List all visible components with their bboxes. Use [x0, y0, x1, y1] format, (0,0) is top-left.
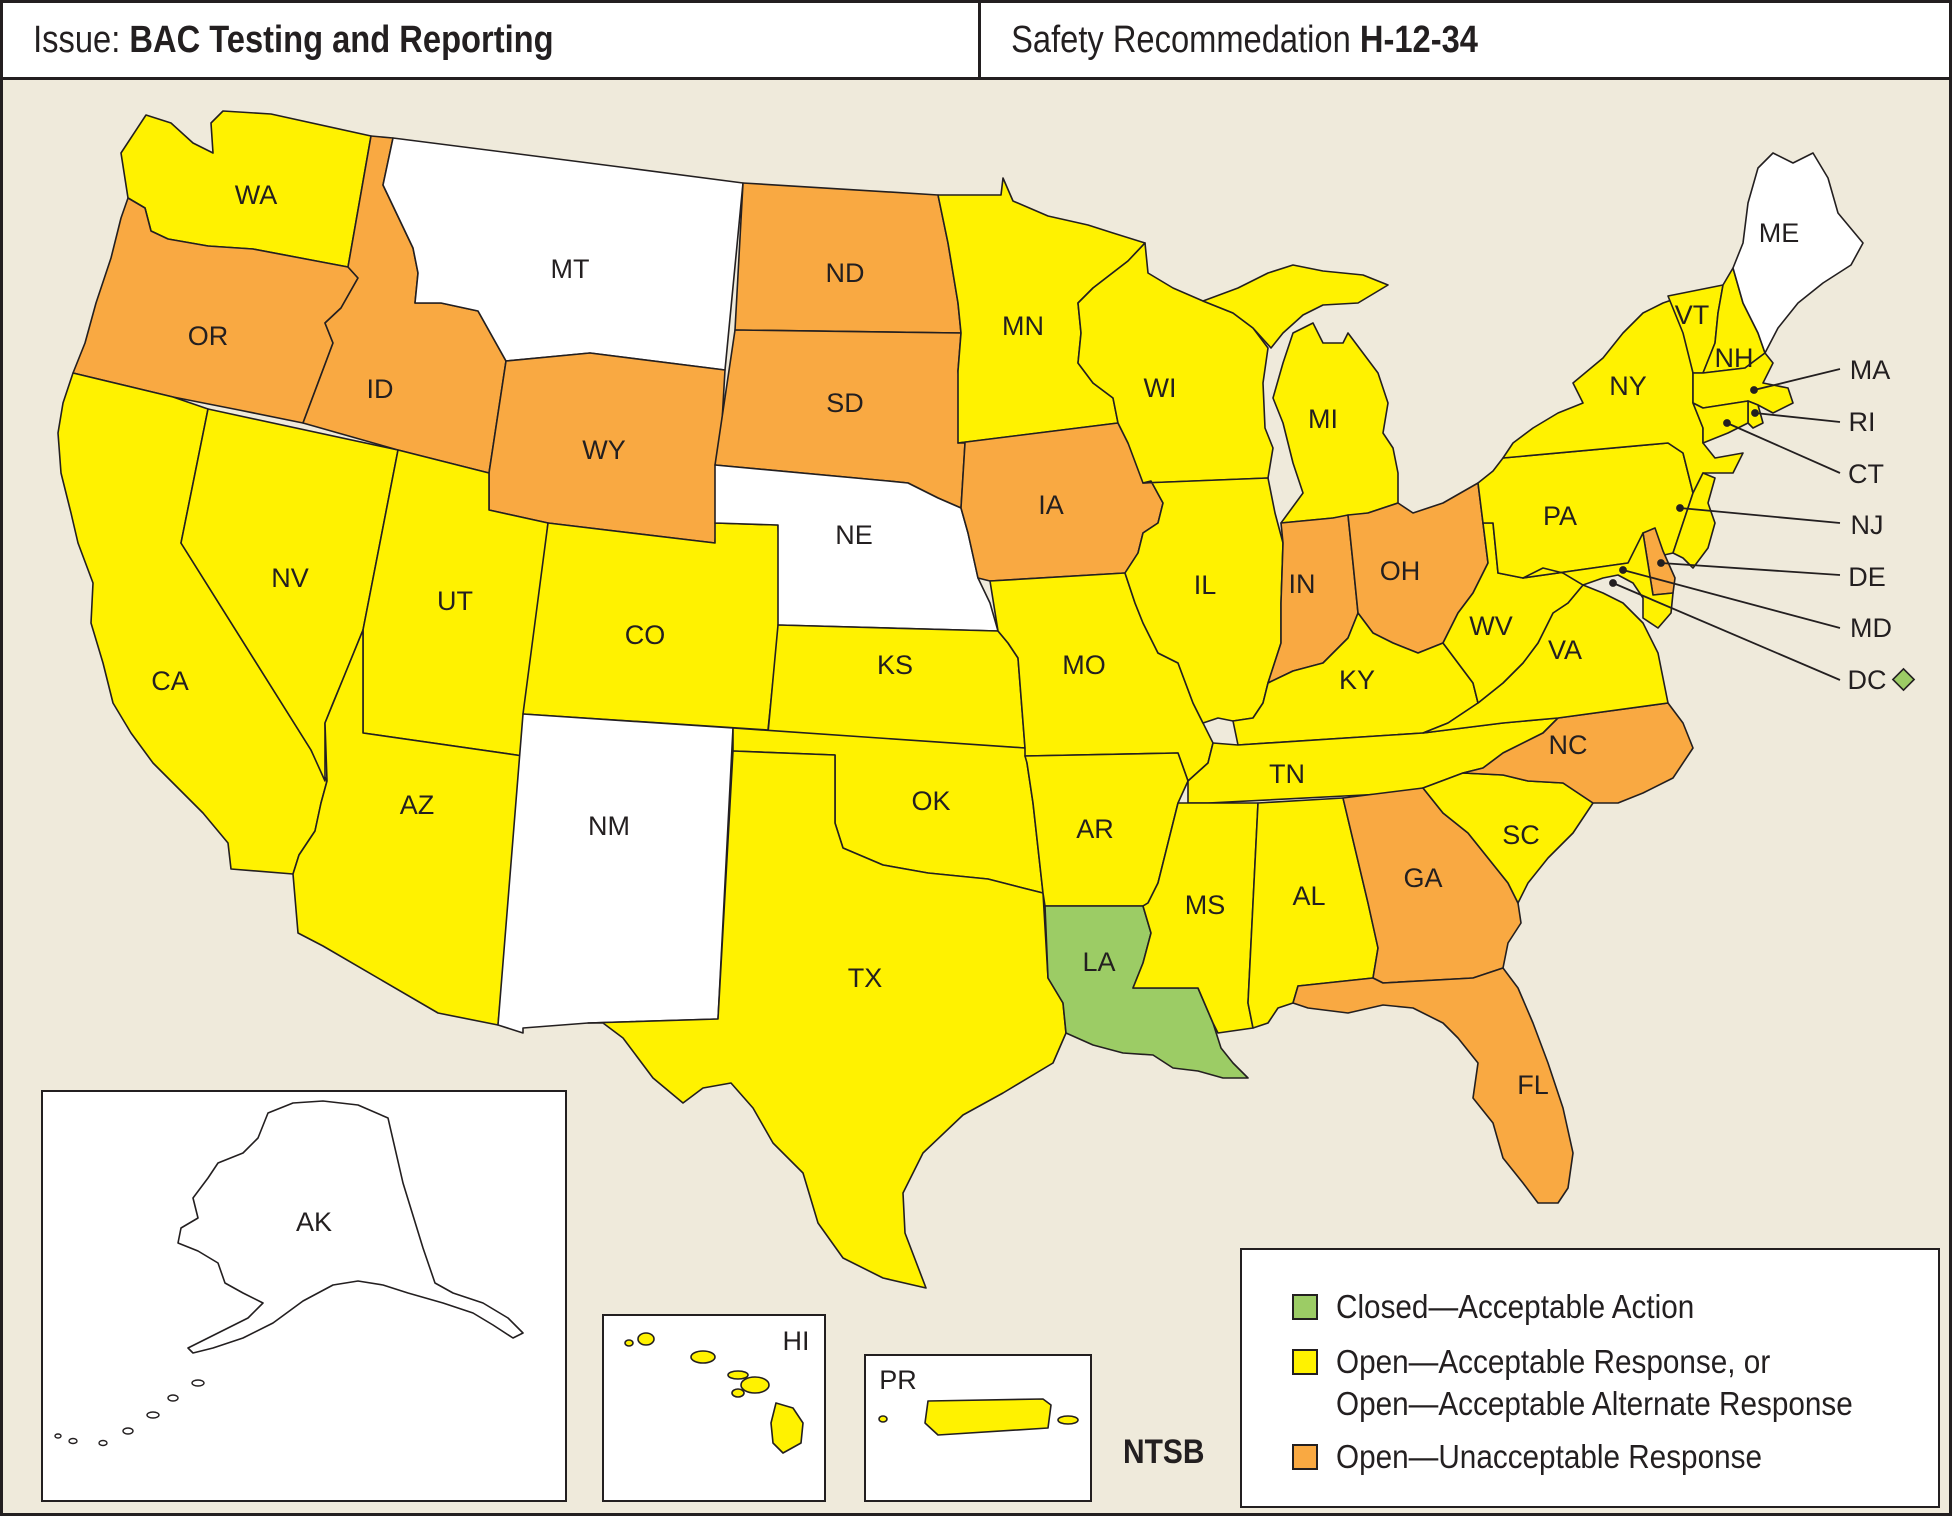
label-il: IL — [1194, 570, 1217, 600]
label-ar: AR — [1076, 814, 1114, 844]
label-in: IN — [1289, 569, 1316, 599]
legend-label-open-acceptable-1: Open—Acceptable Response, or — [1336, 1343, 1771, 1380]
label-vt: VT — [1675, 300, 1710, 330]
state-md[interactable] — [1522, 532, 1674, 629]
recommendation-id: H-12-34 — [1359, 18, 1478, 61]
label-ms: MS — [1185, 890, 1226, 920]
legend-label-open-unacceptable: Open—Unacceptable Response — [1336, 1438, 1762, 1475]
state-nc[interactable] — [1462, 702, 1694, 804]
puerto-rico-inset-frame — [864, 1354, 1092, 1502]
label-nm: NM — [588, 811, 630, 841]
label-mi: MI — [1308, 404, 1338, 434]
legend-swatch-open-acceptable — [1292, 1349, 1318, 1375]
label-ct: CT — [1848, 459, 1884, 489]
callout-lines — [1609, 368, 1841, 681]
legend-item-open-acceptable: Open—Acceptable Response, or Open—Accept… — [1292, 1341, 1910, 1425]
label-ri: RI — [1849, 407, 1876, 437]
label-sc: SC — [1502, 820, 1540, 850]
label-wy: WY — [582, 435, 626, 465]
state-fl[interactable] — [1292, 967, 1574, 1204]
label-id: ID — [367, 374, 394, 404]
state-nm[interactable] — [497, 713, 734, 1034]
states-layer — [57, 110, 1864, 1289]
label-ia: IA — [1038, 490, 1064, 520]
label-ga: GA — [1403, 863, 1442, 893]
issue-cell: Issue: BAC Testing and Reporting — [3, 3, 842, 77]
label-tn: TN — [1269, 759, 1305, 789]
label-nh: NH — [1715, 343, 1754, 373]
label-ne: NE — [835, 520, 873, 550]
legend-label-closed: Closed—Acceptable Action — [1336, 1288, 1695, 1325]
label-ks: KS — [877, 650, 913, 680]
label-or: OR — [188, 321, 229, 351]
label-nv: NV — [271, 563, 309, 593]
label-ak: AK — [296, 1207, 332, 1237]
state-nj[interactable] — [1672, 472, 1716, 569]
issue-prefix: Issue: — [33, 18, 121, 61]
legend: Closed—Acceptable Action Open—Acceptable… — [1240, 1248, 1940, 1508]
legend-swatch-open-unacceptable — [1292, 1444, 1318, 1470]
label-oh: OH — [1380, 556, 1421, 586]
label-al: AL — [1292, 881, 1325, 911]
label-wa: WA — [235, 180, 278, 210]
label-dc: DC — [1848, 665, 1887, 695]
us-state-map: WA OR CA NV ID MT WY UT AZ CO NM ND SD N… — [41, 110, 1916, 1502]
dc-diamond-marker[interactable] — [1891, 667, 1916, 692]
label-nj: NJ — [1851, 510, 1884, 540]
state-ks[interactable] — [767, 624, 1026, 749]
label-va: VA — [1548, 635, 1582, 665]
label-ky: KY — [1339, 665, 1375, 695]
state-labels: WA OR CA NV ID MT WY UT AZ CO NM ND SD N… — [151, 180, 1892, 1395]
label-de: DE — [1848, 562, 1886, 592]
state-pr[interactable] — [878, 1398, 1079, 1436]
legend-item-closed: Closed—Acceptable Action — [1292, 1286, 1734, 1328]
label-sd: SD — [826, 388, 864, 418]
label-pr: PR — [879, 1365, 917, 1395]
label-ny: NY — [1609, 371, 1647, 401]
state-mi[interactable] — [1202, 264, 1399, 524]
legend-item-open-unacceptable: Open—Unacceptable Response — [1292, 1436, 1809, 1478]
state-hi[interactable] — [624, 1332, 804, 1454]
label-mn: MN — [1002, 311, 1044, 341]
ntsb-credit: NTSB — [1123, 1433, 1205, 1471]
label-ut: UT — [437, 586, 473, 616]
label-az: AZ — [400, 790, 435, 820]
header-bar: Issue: BAC Testing and Reporting Safety … — [3, 3, 1949, 80]
label-me: ME — [1759, 218, 1800, 248]
state-mt[interactable] — [382, 137, 744, 371]
label-pa: PA — [1543, 501, 1577, 531]
aleutian-islands — [54, 1379, 205, 1447]
state-me[interactable] — [1732, 152, 1864, 354]
label-ca: CA — [151, 666, 189, 696]
legend-label-open-acceptable-2: Open—Acceptable Alternate Response — [1336, 1385, 1853, 1422]
label-hi: HI — [783, 1326, 810, 1356]
label-fl: FL — [1517, 1070, 1549, 1100]
legend-swatch-closed — [1292, 1294, 1318, 1320]
label-ok: OK — [911, 786, 950, 816]
label-nd: ND — [826, 258, 865, 288]
state-tx[interactable] — [587, 750, 1067, 1289]
issue-title: BAC Testing and Reporting — [129, 18, 554, 61]
label-co: CO — [625, 620, 666, 650]
label-ma: MA — [1850, 355, 1891, 385]
state-az[interactable] — [292, 629, 524, 1026]
label-wi: WI — [1144, 373, 1177, 403]
label-md: MD — [1850, 613, 1892, 643]
label-mt: MT — [551, 254, 590, 284]
label-wv: WV — [1469, 611, 1513, 641]
label-nc: NC — [1549, 730, 1588, 760]
label-la: LA — [1082, 947, 1115, 977]
header-divider — [978, 3, 981, 77]
state-ak[interactable] — [177, 1100, 524, 1354]
label-tx: TX — [848, 963, 883, 993]
label-mo: MO — [1062, 650, 1106, 680]
recommendation-prefix: Safety Recommedation — [1011, 18, 1351, 61]
recommendation-cell: Safety Recommedation H-12-34 — [981, 3, 1478, 77]
